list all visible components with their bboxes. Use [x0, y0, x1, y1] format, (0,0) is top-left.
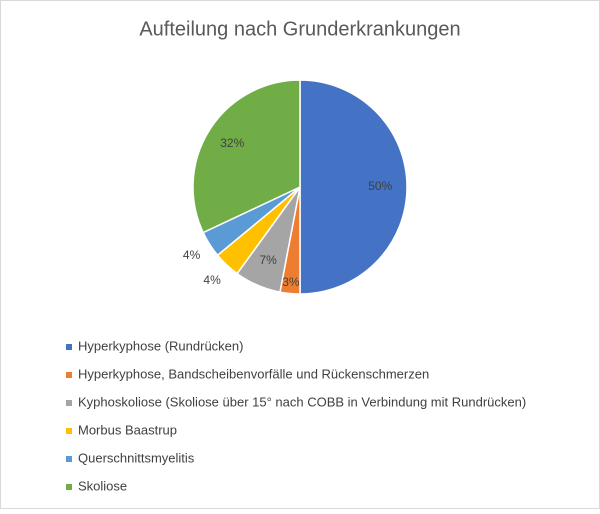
data-label: 4%: [183, 248, 201, 262]
legend-label: Hyperkyphose (Rundrücken): [78, 338, 243, 353]
data-label: 3%: [282, 275, 300, 289]
legend-label: Skoliose: [78, 478, 127, 493]
legend-swatch: [66, 372, 72, 378]
legend-swatch: [66, 456, 72, 462]
legend-swatch: [66, 344, 72, 350]
legend-label: Morbus Baastrup: [78, 422, 177, 437]
chart-title: Aufteilung nach Grunderkrankungen: [139, 18, 460, 40]
data-label: 50%: [368, 179, 392, 193]
legend-label: Hyperkyphose, Bandscheibenvorfälle und R…: [78, 366, 429, 381]
legend-label: Querschnittsmyelitis: [78, 450, 195, 465]
pie-slice: [192, 79, 301, 234]
data-label: 7%: [259, 253, 277, 267]
legend-swatch: [66, 400, 72, 406]
legend-swatch: [66, 428, 72, 434]
data-label: 4%: [203, 273, 221, 287]
legend-label: Kyphoskoliose (Skoliose über 15° nach CO…: [78, 394, 526, 409]
pie-slice: [299, 79, 408, 295]
legend-swatch: [66, 484, 72, 490]
data-label: 32%: [220, 136, 244, 150]
